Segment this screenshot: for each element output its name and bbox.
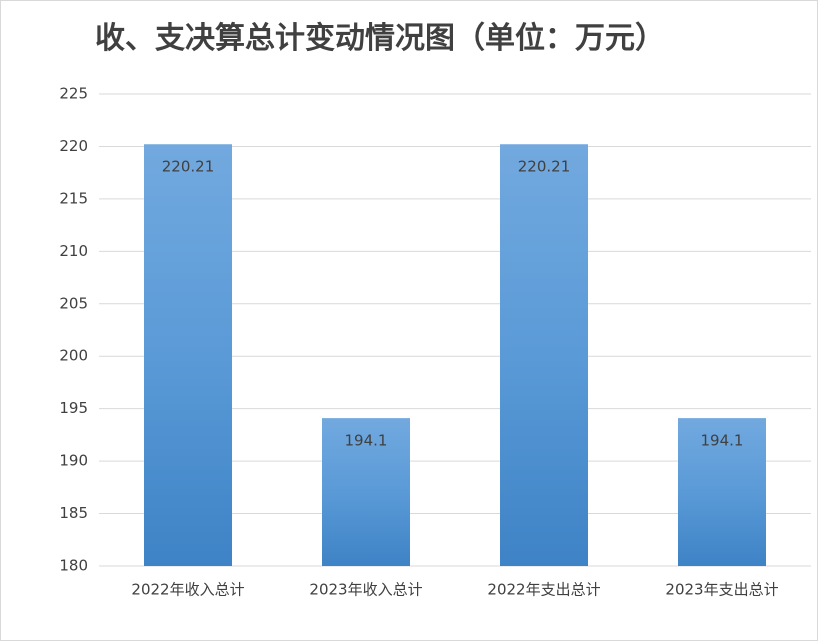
y-tick-label: 180	[59, 557, 88, 575]
y-tick-label: 220	[59, 137, 88, 155]
y-tick-label: 195	[59, 399, 88, 417]
y-tick-label: 210	[59, 242, 88, 260]
bar	[144, 144, 232, 567]
chart-title: 收、支决算总计变动情况图（单位：万元）	[95, 21, 665, 56]
x-tick-label: 2023年支出总计	[665, 581, 778, 599]
y-tick-label: 200	[59, 347, 88, 365]
bar	[322, 418, 410, 566]
bar	[500, 144, 588, 567]
x-tick-label: 2022年收入总计	[131, 581, 244, 599]
y-tick-label: 225	[59, 85, 88, 103]
y-tick-label: 190	[59, 452, 88, 470]
data-label: 220.21	[518, 158, 571, 176]
data-label: 194.1	[701, 432, 744, 450]
y-tick-label: 205	[59, 294, 88, 312]
x-tick-label: 2022年支出总计	[487, 581, 600, 599]
bar	[678, 418, 766, 566]
data-label: 220.21	[162, 158, 215, 176]
data-label: 194.1	[345, 432, 388, 450]
x-tick-label: 2023年收入总计	[309, 581, 422, 599]
y-tick-label: 215	[59, 189, 88, 207]
y-tick-label: 185	[59, 504, 88, 522]
